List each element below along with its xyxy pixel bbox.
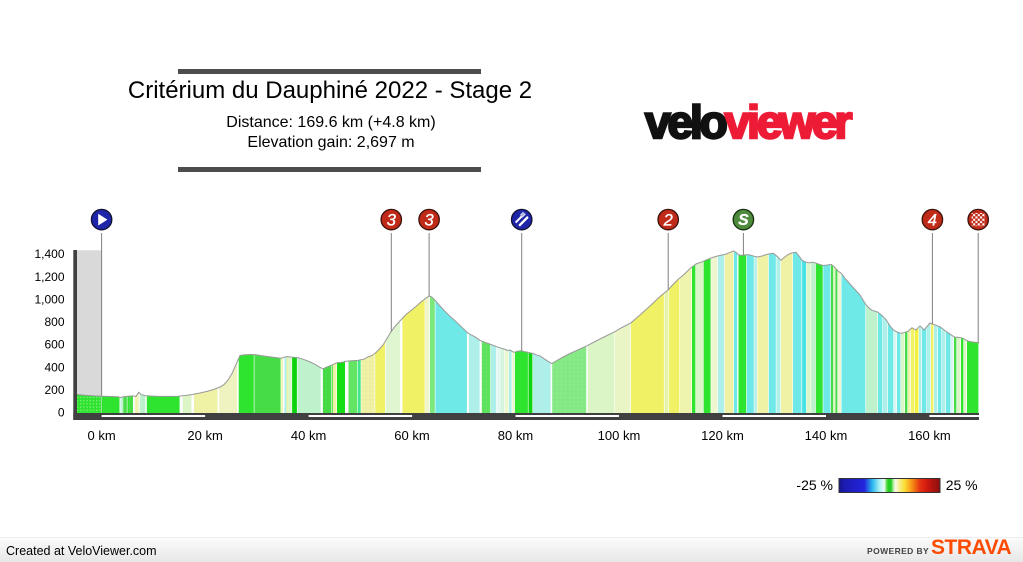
svg-text:4: 4 [928, 212, 937, 230]
svg-text:25 %: 25 % [946, 477, 978, 493]
svg-text:600: 600 [44, 338, 64, 352]
svg-text:1,200: 1,200 [34, 270, 64, 284]
svg-text:200: 200 [44, 383, 64, 397]
svg-text:S: S [738, 212, 749, 229]
svg-text:40 km: 40 km [291, 428, 326, 443]
svg-text:400: 400 [44, 360, 64, 374]
svg-text:-25 %: -25 % [796, 477, 833, 493]
svg-text:160 km: 160 km [908, 428, 951, 443]
svg-text:3: 3 [387, 212, 397, 230]
svg-text:120 km: 120 km [701, 428, 744, 443]
svg-text:0 km: 0 km [88, 428, 116, 443]
svg-text:3: 3 [425, 212, 435, 230]
svg-text:0: 0 [58, 406, 65, 420]
svg-text:80 km: 80 km [498, 428, 533, 443]
svg-text:1,400: 1,400 [34, 247, 64, 261]
svg-text:20 km: 20 km [187, 428, 222, 443]
svg-text:140 km: 140 km [805, 428, 848, 443]
svg-text:100 km: 100 km [598, 428, 641, 443]
svg-text:1,000: 1,000 [34, 292, 64, 306]
svg-text:2: 2 [663, 212, 673, 230]
svg-text:60 km: 60 km [394, 428, 429, 443]
svg-text:800: 800 [44, 315, 64, 329]
